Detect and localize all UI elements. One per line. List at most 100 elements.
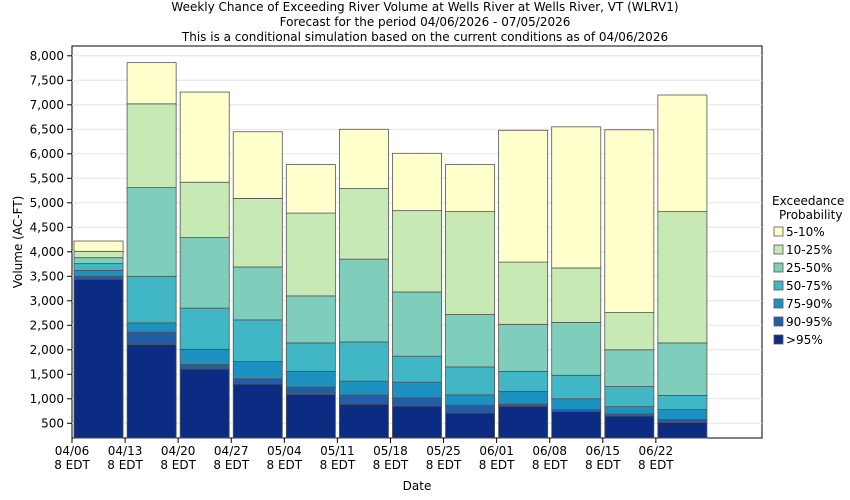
bar-segment <box>338 128 389 189</box>
y-tick-label: 7,000 <box>30 98 64 112</box>
y-tick-label: 3,500 <box>30 269 64 283</box>
x-tick-tz: 8 EDT <box>213 458 249 472</box>
bar-segment <box>285 386 336 395</box>
bar-segment <box>498 405 549 439</box>
x-tick-tz: 8 EDT <box>107 458 143 472</box>
bar-segment <box>232 378 283 385</box>
y-tick-label: 5,500 <box>30 171 64 185</box>
bar-segment <box>179 364 230 370</box>
bar-segment <box>604 312 655 351</box>
bar-segment <box>285 295 336 344</box>
bar-segment <box>179 348 230 365</box>
bar-segment <box>445 394 496 406</box>
x-tick-tz: 8 EDT <box>638 458 674 472</box>
legend-title-line1: Exceedance <box>772 194 844 208</box>
bar-segment <box>285 212 336 297</box>
bar-segment <box>285 342 336 372</box>
chart-subtitle-2: This is a conditional simulation based o… <box>181 30 669 44</box>
bar-segment <box>73 270 124 277</box>
legend-swatch <box>773 262 784 273</box>
x-tick-date: 05/18 <box>373 444 408 458</box>
bar-segment <box>73 250 124 259</box>
x-tick-date: 05/25 <box>426 444 461 458</box>
bar-week-2 <box>126 62 177 439</box>
bar-segment <box>445 164 496 213</box>
bar-segment <box>445 211 496 315</box>
x-tick-date: 06/01 <box>479 444 514 458</box>
x-tick-tz: 8 EDT <box>267 458 303 472</box>
bar-segment <box>392 291 442 357</box>
y-tick-label: 3,000 <box>30 294 64 308</box>
legend-swatch <box>773 316 784 327</box>
bar-segment <box>657 94 708 213</box>
bar-segment <box>551 411 602 439</box>
y-tick-label: 4,500 <box>30 220 64 234</box>
bar-week-9 <box>498 129 549 439</box>
x-tick-date: 04/20 <box>161 444 196 458</box>
bar-segment <box>338 380 389 396</box>
x-tick-tz: 8 EDT <box>54 458 90 472</box>
y-tick-label: 8,000 <box>30 49 64 63</box>
bar-week-11 <box>604 129 655 439</box>
x-tick-tz: 8 EDT <box>479 458 515 472</box>
bar-segment <box>179 307 230 350</box>
y-tick-label: 5,000 <box>30 196 64 210</box>
chart-subtitle: Forecast for the period 04/06/2026 - 07/… <box>279 15 571 29</box>
x-axis-label: Date <box>403 479 432 493</box>
x-tick-date: 06/15 <box>585 444 620 458</box>
bar-segment <box>551 267 602 323</box>
bar-segment <box>232 319 283 362</box>
bar-segment <box>551 398 602 410</box>
bar-segment <box>179 181 230 238</box>
x-tick-date: 05/04 <box>267 444 302 458</box>
x-tick-date: 06/08 <box>532 444 567 458</box>
y-axis: 500 1,000 1,500 2,000 2,500 3,000 3,500 4,000 4,… <box>30 49 72 430</box>
bar-segment <box>338 341 389 382</box>
bar-segment <box>73 263 124 271</box>
bar-week-6 <box>338 128 389 439</box>
bar-segment <box>179 368 230 439</box>
bar-segment <box>73 257 124 264</box>
x-tick-date: 04/06 <box>55 444 90 458</box>
bar-segment <box>445 412 496 439</box>
legend-label: 50-75% <box>786 279 832 293</box>
bar-segment <box>604 129 655 313</box>
bar-segment <box>126 103 177 189</box>
bar-segment <box>657 421 708 439</box>
x-tick-tz: 8 EDT <box>373 458 409 472</box>
bar-segment <box>126 275 177 324</box>
y-tick-label: 2,500 <box>30 318 64 332</box>
bar-segment <box>392 381 442 399</box>
bar-week-5 <box>285 164 336 439</box>
x-tick-date: 04/27 <box>214 444 249 458</box>
bar-segment <box>498 370 549 392</box>
bar-segment <box>657 394 708 410</box>
bar-segment <box>179 237 230 309</box>
bar-segment <box>604 349 655 387</box>
bar-segment <box>445 366 496 396</box>
bar-segment <box>498 323 549 372</box>
bar-segment <box>657 409 708 420</box>
y-tick-label: 1,500 <box>30 367 64 381</box>
y-tick-label: 2,000 <box>30 343 64 357</box>
bar-segment <box>551 126 602 269</box>
x-tick-tz: 8 EDT <box>160 458 196 472</box>
bar-segment <box>232 131 283 199</box>
x-tick-date: 05/11 <box>320 444 355 458</box>
bar-segment <box>551 321 602 376</box>
bar-week-10 <box>551 126 602 439</box>
y-axis-label: Volume (AC-FT) <box>11 196 25 289</box>
bar-segment <box>126 344 177 439</box>
bar-segment <box>604 386 655 408</box>
bar-segment <box>179 91 230 183</box>
x-tick-tz: 8 EDT <box>532 458 568 472</box>
bar-segment <box>232 383 283 439</box>
bar-segment <box>498 261 549 325</box>
x-tick-tz: 8 EDT <box>320 458 356 472</box>
y-tick-label: 7,500 <box>30 73 64 87</box>
legend-title-line2: Probability <box>779 208 842 222</box>
bar-segment <box>232 197 283 268</box>
bar-week-8 <box>445 164 496 439</box>
bar-segment <box>498 129 549 263</box>
legend-swatch <box>773 298 784 309</box>
